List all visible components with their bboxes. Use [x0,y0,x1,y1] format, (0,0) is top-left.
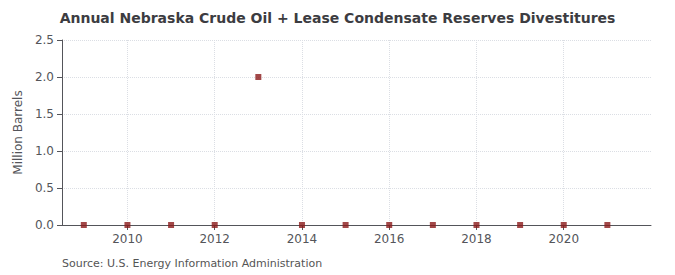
svg-text:2014: 2014 [287,232,318,246]
svg-text:0.5: 0.5 [35,181,54,195]
svg-text:Million Barrels: Million Barrels [11,90,25,174]
svg-text:1.0: 1.0 [35,144,54,158]
svg-text:1.5: 1.5 [35,107,54,121]
svg-text:2.5: 2.5 [35,33,54,47]
svg-text:2018: 2018 [461,232,492,246]
svg-text:2.0: 2.0 [35,70,54,84]
svg-text:Source: U.S. Energy Informatio: Source: U.S. Energy Information Administ… [62,257,322,270]
svg-text:2012: 2012 [199,232,230,246]
svg-text:2016: 2016 [374,232,405,246]
svg-text:0.0: 0.0 [35,218,54,232]
svg-text:2020: 2020 [548,232,579,246]
svg-text:Annual Nebraska Crude Oil + Le: Annual Nebraska Crude Oil + Lease Conden… [60,10,616,26]
svg-text:2010: 2010 [112,232,143,246]
